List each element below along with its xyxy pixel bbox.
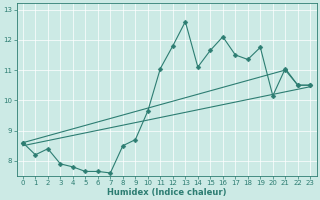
X-axis label: Humidex (Indice chaleur): Humidex (Indice chaleur) xyxy=(107,188,226,197)
